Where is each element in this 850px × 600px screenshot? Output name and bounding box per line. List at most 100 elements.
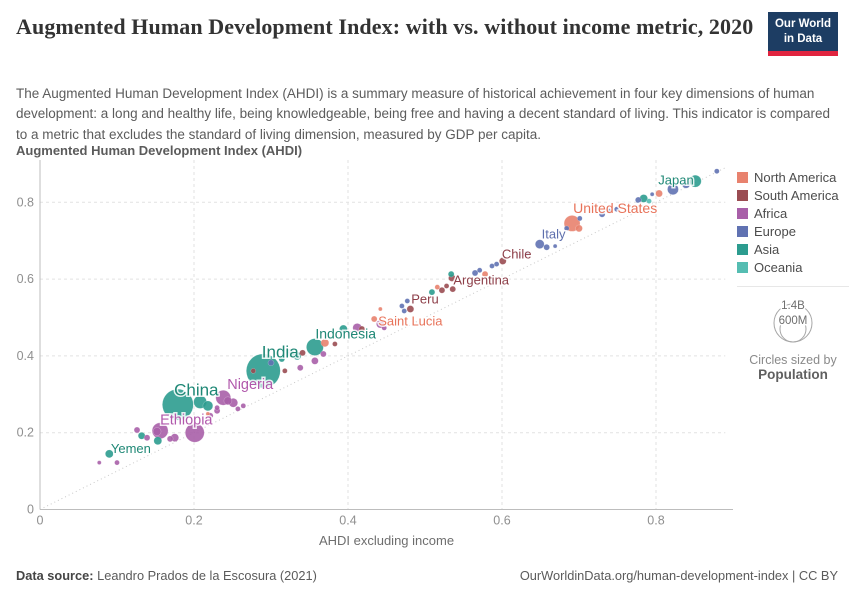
data-point[interactable] bbox=[646, 198, 652, 204]
x-tick-label: 0.6 bbox=[493, 514, 510, 528]
legend-item-oceania[interactable]: Oceania bbox=[737, 258, 849, 276]
data-point[interactable] bbox=[347, 330, 354, 338]
data-point[interactable] bbox=[443, 283, 450, 289]
data-point[interactable] bbox=[286, 348, 295, 358]
data-point[interactable] bbox=[250, 368, 257, 374]
data-point[interactable] bbox=[214, 404, 220, 411]
data-point[interactable] bbox=[489, 263, 495, 269]
data-point[interactable] bbox=[404, 298, 411, 304]
data-point[interactable] bbox=[577, 215, 583, 222]
data-point[interactable] bbox=[292, 351, 302, 361]
country-label-japan: Japan bbox=[658, 173, 693, 188]
data-point-saint-lucia[interactable] bbox=[370, 315, 378, 323]
size-legend-inner-label: 600M bbox=[779, 315, 808, 327]
legend-item-africa[interactable]: Africa bbox=[737, 204, 849, 222]
data-point[interactable] bbox=[575, 224, 583, 233]
y-axis-title: Augmented Human Development Index (AHDI) bbox=[16, 143, 303, 158]
legend-item-asia[interactable]: Asia bbox=[737, 240, 849, 258]
data-point[interactable] bbox=[267, 359, 275, 367]
data-source-value: Leandro Prados de la Escosura (2021) bbox=[97, 568, 317, 583]
data-point-chile[interactable] bbox=[499, 257, 507, 265]
data-point-japan[interactable] bbox=[689, 174, 702, 188]
scatter-plot[interactable]: 0 0.2 0.4 0.6 0.8 0 0.2 0.4 0.6 0.8 AHDI excluding… bbox=[0, 158, 760, 560]
data-point[interactable] bbox=[399, 303, 405, 309]
data-point[interactable] bbox=[153, 436, 163, 446]
data-point[interactable] bbox=[282, 368, 288, 374]
legend-item-south-america[interactable]: South America bbox=[737, 186, 849, 204]
data-point-yemen[interactable] bbox=[105, 449, 114, 459]
data-point[interactable] bbox=[339, 324, 348, 334]
data-point[interactable] bbox=[476, 267, 483, 274]
legend-item-europe[interactable]: Europe bbox=[737, 222, 849, 240]
country-label-united-states: United States bbox=[573, 200, 657, 216]
x-tick-label: 0 bbox=[37, 514, 44, 528]
country-label-indonesia: Indonesia bbox=[315, 326, 376, 342]
data-point[interactable] bbox=[447, 270, 455, 278]
data-point[interactable] bbox=[449, 285, 456, 293]
data-point-china[interactable] bbox=[162, 388, 194, 421]
data-point[interactable] bbox=[202, 400, 214, 412]
data-point[interactable] bbox=[299, 349, 306, 357]
data-point[interactable] bbox=[97, 460, 102, 465]
data-point[interactable] bbox=[493, 261, 500, 267]
legend-swatch bbox=[737, 225, 748, 237]
data-point[interactable] bbox=[438, 286, 446, 294]
data-point[interactable] bbox=[278, 355, 286, 363]
data-point[interactable] bbox=[143, 434, 151, 441]
data-point[interactable] bbox=[543, 243, 550, 251]
legend-item-north-america[interactable]: North America bbox=[737, 168, 849, 186]
data-point-indonesia[interactable] bbox=[306, 338, 324, 356]
data-point[interactable] bbox=[714, 168, 720, 174]
data-point[interactable] bbox=[133, 426, 141, 434]
data-source: Data source: Leandro Prados de la Escosu… bbox=[16, 568, 317, 583]
country-label-yemen: Yemen bbox=[111, 441, 151, 456]
data-point[interactable] bbox=[166, 435, 174, 443]
data-point[interactable] bbox=[376, 319, 385, 329]
data-point[interactable] bbox=[523, 250, 530, 257]
data-point[interactable] bbox=[552, 243, 558, 249]
data-point[interactable] bbox=[655, 189, 663, 198]
data-point[interactable] bbox=[401, 308, 407, 314]
data-point[interactable] bbox=[428, 288, 436, 296]
data-point[interactable] bbox=[297, 364, 304, 372]
data-point[interactable] bbox=[378, 306, 383, 312]
legend-swatch bbox=[737, 207, 748, 219]
data-point[interactable] bbox=[240, 403, 247, 409]
data-point[interactable] bbox=[320, 350, 327, 358]
data-point[interactable] bbox=[358, 325, 366, 333]
data-point[interactable] bbox=[114, 459, 120, 466]
data-point[interactable] bbox=[481, 270, 489, 278]
data-point[interactable] bbox=[516, 253, 523, 259]
legend-label: Oceania bbox=[754, 259, 803, 275]
page-title: Augmented Human Development Index: with … bbox=[16, 14, 754, 39]
data-point-italy[interactable] bbox=[534, 239, 545, 249]
data-point[interactable] bbox=[205, 411, 211, 417]
data-point[interactable] bbox=[471, 269, 479, 277]
data-point[interactable] bbox=[332, 341, 338, 347]
data-point[interactable] bbox=[434, 284, 441, 290]
data-point[interactable] bbox=[235, 406, 241, 412]
country-label-nigeria: Nigeria bbox=[227, 377, 274, 393]
data-point-peru[interactable] bbox=[406, 305, 415, 313]
country-label-peru: Peru bbox=[411, 291, 438, 306]
data-point[interactable] bbox=[681, 180, 691, 189]
data-point[interactable] bbox=[598, 210, 606, 218]
data-point[interactable] bbox=[649, 191, 655, 197]
data-point[interactable] bbox=[563, 225, 570, 232]
data-point[interactable] bbox=[152, 427, 162, 436]
data-point[interactable] bbox=[381, 325, 387, 331]
data-point[interactable] bbox=[223, 396, 233, 406]
attribution-link[interactable]: OurWorldinData.org/human-development-ind… bbox=[519, 568, 838, 583]
reference-diagonal bbox=[39, 167, 726, 510]
country-label-saint-lucia: Saint Lucia bbox=[378, 313, 443, 328]
data-point[interactable] bbox=[607, 208, 613, 214]
data-point-ethiopia[interactable] bbox=[185, 422, 205, 443]
data-point[interactable] bbox=[667, 183, 679, 195]
data-point[interactable] bbox=[311, 357, 319, 365]
data-point[interactable] bbox=[635, 196, 642, 204]
data-point[interactable] bbox=[613, 206, 620, 212]
size-legend-inner-circle bbox=[779, 315, 807, 343]
owid-logo[interactable]: Our World in Data bbox=[768, 12, 838, 56]
data-point[interactable] bbox=[320, 338, 330, 348]
size-legend-caption-bold: Population bbox=[758, 367, 828, 382]
